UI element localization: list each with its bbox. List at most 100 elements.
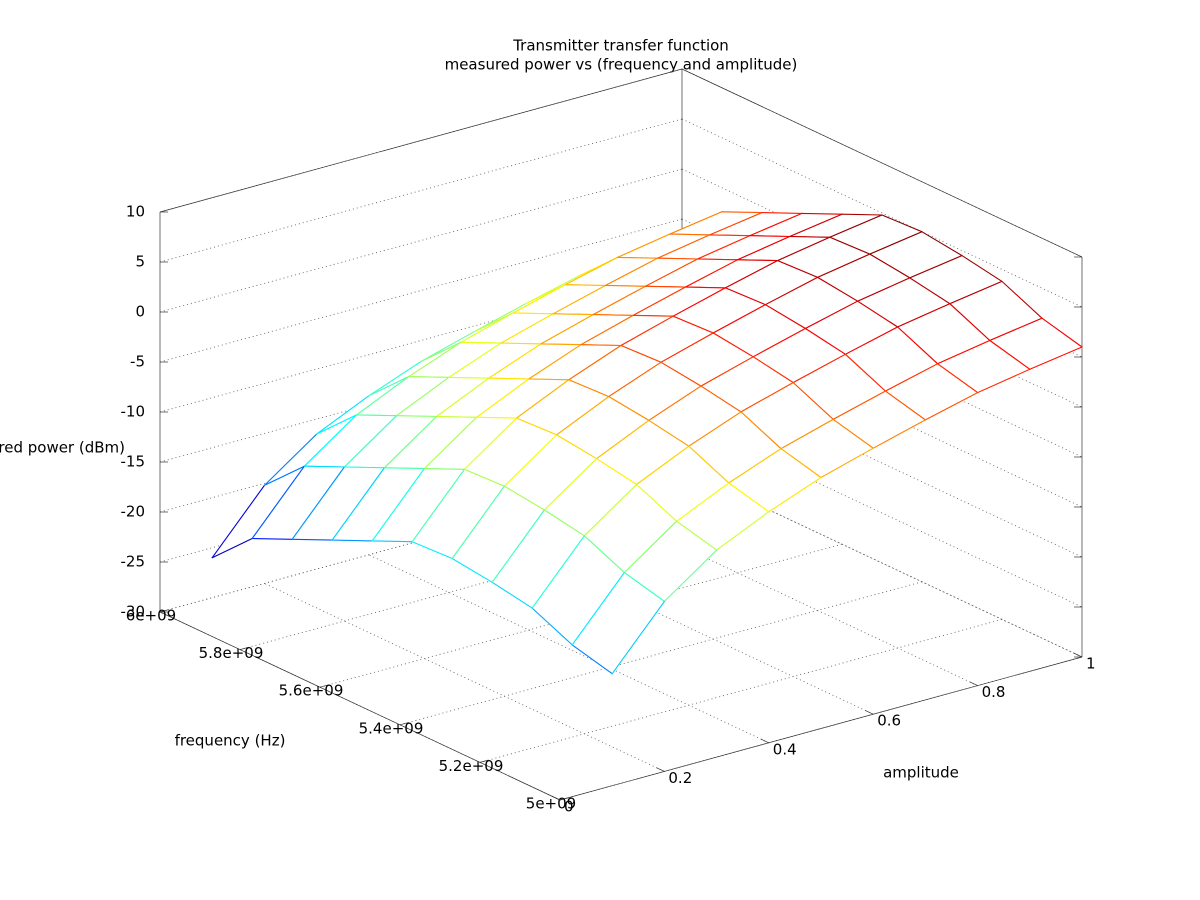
mesh-edge xyxy=(792,382,834,420)
mesh-face xyxy=(676,483,769,551)
mesh-face xyxy=(593,286,686,316)
mesh-face xyxy=(669,211,762,235)
mesh-edge xyxy=(924,392,979,421)
mesh-edge xyxy=(657,234,711,259)
z-tick-label: -10 xyxy=(121,403,146,421)
x-tick-label: 5.6e+09 xyxy=(279,682,344,700)
mesh-face xyxy=(624,521,717,602)
mesh-edge xyxy=(672,315,714,334)
mesh-edge xyxy=(617,233,671,258)
mesh-edge xyxy=(989,339,1031,370)
mesh-edge xyxy=(869,253,911,279)
mesh-edge xyxy=(343,466,385,469)
grid-line xyxy=(681,418,1083,608)
mesh-edge xyxy=(777,236,831,262)
mesh-edge xyxy=(436,415,478,418)
mesh-edge xyxy=(937,363,979,394)
mesh-edge xyxy=(789,213,843,238)
mesh-edge xyxy=(500,342,542,345)
z-tick-label: -5 xyxy=(130,353,145,371)
z-tick-label: -30 xyxy=(121,603,146,621)
mesh-face xyxy=(501,313,594,344)
mesh-face xyxy=(621,316,714,363)
z-tick-label: -15 xyxy=(121,453,146,471)
mesh-face xyxy=(701,356,794,412)
x-tick-label: 6e+09 xyxy=(126,607,176,625)
x-tick-label: 5e+09 xyxy=(526,795,576,813)
axis-line xyxy=(159,68,683,213)
mesh-edge xyxy=(316,414,358,435)
mesh-face xyxy=(645,259,738,288)
mesh-edge xyxy=(436,377,490,418)
mesh-edge xyxy=(556,434,598,460)
y-tick-label: 0 xyxy=(564,798,574,816)
mesh-face xyxy=(516,379,609,435)
mesh-face xyxy=(556,396,649,459)
mesh-face xyxy=(572,572,665,674)
mesh-edge xyxy=(777,260,819,278)
tick-mark xyxy=(159,609,168,613)
axis-line xyxy=(159,611,561,801)
chart-subtitle: measured power vs (frequency and amplitu… xyxy=(445,56,798,74)
mesh-face xyxy=(833,391,926,449)
mesh-edge xyxy=(740,382,794,413)
axis-line xyxy=(681,68,1083,258)
mesh-edge xyxy=(632,286,686,316)
mesh-edge xyxy=(583,483,638,537)
x-tick-label: 5.2e+09 xyxy=(439,757,504,775)
mesh-edge xyxy=(909,255,963,279)
mesh-face xyxy=(304,414,397,467)
mesh-edge xyxy=(420,341,462,363)
mesh-edge xyxy=(571,572,625,646)
mesh-edge xyxy=(841,213,883,216)
mesh-edge xyxy=(592,314,634,316)
mesh-face xyxy=(777,237,870,278)
mesh-face xyxy=(544,458,637,536)
mesh-edge xyxy=(801,212,843,215)
mesh-face xyxy=(464,418,557,487)
mesh-edge xyxy=(476,378,530,418)
mesh-face xyxy=(565,257,658,286)
mesh-edge xyxy=(897,326,939,365)
mesh-face xyxy=(897,303,990,364)
y-tick-label: 0.4 xyxy=(773,740,797,758)
mesh-face xyxy=(541,314,634,345)
mesh-edge xyxy=(949,303,991,342)
mesh-edge xyxy=(411,541,453,560)
mesh-edge xyxy=(817,253,871,278)
mesh-face xyxy=(688,411,781,483)
mesh-edge xyxy=(676,482,730,522)
mesh-face xyxy=(648,386,741,447)
tick-mark xyxy=(656,767,665,772)
mesh-face xyxy=(513,284,606,314)
mesh-edge xyxy=(531,607,573,646)
mesh-edge xyxy=(724,287,766,306)
mesh-edge xyxy=(604,257,659,287)
mesh-face xyxy=(728,448,821,512)
z-tick-label: 0 xyxy=(135,303,145,321)
mesh-face xyxy=(685,259,778,288)
mesh-edge xyxy=(568,344,622,381)
mesh-edge xyxy=(740,411,782,450)
mesh-edge xyxy=(737,235,791,261)
mesh-edge xyxy=(712,304,766,334)
mesh-edge xyxy=(688,411,742,447)
mesh-edge xyxy=(540,343,582,346)
mesh-edge xyxy=(396,415,438,418)
mesh-edge xyxy=(620,344,662,363)
mesh-edge xyxy=(869,231,923,255)
mesh-edge xyxy=(749,212,803,237)
mesh-edge xyxy=(857,277,911,302)
mesh-edge xyxy=(491,509,545,583)
mesh-face xyxy=(488,343,581,379)
mesh-face xyxy=(617,234,710,259)
axis-line xyxy=(559,656,1083,801)
mesh-edge xyxy=(368,376,410,397)
mesh-edge xyxy=(503,485,545,511)
mesh-edge xyxy=(669,233,711,236)
mesh-edge xyxy=(749,235,791,238)
mesh-edge xyxy=(580,314,634,346)
mesh-face xyxy=(753,328,846,383)
mesh-edge xyxy=(977,368,1031,394)
mesh-edge xyxy=(728,448,782,484)
